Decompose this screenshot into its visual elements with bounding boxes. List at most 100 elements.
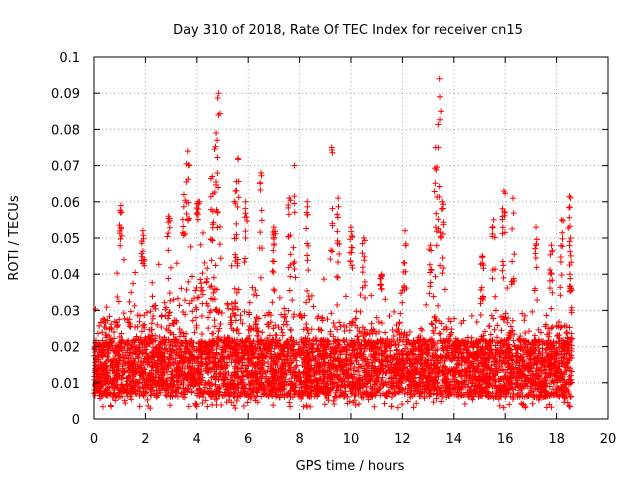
data-point [236, 358, 243, 365]
data-point [259, 329, 266, 336]
data-point [254, 389, 261, 396]
data-point [239, 320, 246, 327]
data-point [488, 312, 495, 319]
data-point [168, 264, 175, 271]
data-point [394, 366, 401, 373]
data-point [467, 387, 474, 394]
data-point [367, 345, 374, 352]
data-point [550, 342, 557, 349]
data-point [225, 353, 232, 360]
data-point [241, 308, 248, 315]
data-point [373, 314, 380, 321]
data-point [401, 329, 408, 336]
data-point [428, 391, 435, 398]
data-point [394, 336, 401, 343]
data-point [137, 366, 144, 373]
data-point [116, 354, 123, 361]
data-point [215, 389, 222, 396]
data-point [106, 389, 113, 396]
data-point [400, 334, 407, 341]
data-point [149, 279, 156, 286]
data-point [315, 347, 322, 354]
data-point [219, 393, 226, 400]
data-point [459, 354, 466, 361]
data-point [162, 382, 169, 389]
data-point [348, 359, 355, 366]
data-point [568, 304, 575, 311]
data-point [363, 340, 370, 347]
data-point [180, 375, 187, 382]
data-point [207, 390, 214, 397]
data-point [232, 312, 239, 319]
data-point [449, 356, 456, 363]
data-point [514, 346, 521, 353]
data-point [519, 377, 526, 384]
data-point [290, 385, 297, 392]
data-point [174, 295, 181, 302]
data-point [183, 286, 190, 293]
data-point [140, 393, 147, 400]
data-point [166, 322, 173, 329]
data-point [413, 381, 420, 388]
data-point [305, 330, 312, 337]
data-point [489, 390, 496, 397]
data-point [431, 314, 438, 321]
data-point [162, 346, 169, 353]
data-point [192, 314, 199, 321]
data-point [378, 378, 385, 385]
data-point [231, 345, 238, 352]
data-point [208, 330, 215, 337]
data-point [254, 354, 261, 361]
data-point [387, 347, 394, 354]
data-point [277, 344, 284, 351]
data-point [165, 312, 172, 319]
data-point [167, 297, 174, 304]
data-point [529, 308, 536, 315]
data-point [430, 361, 437, 368]
data-point [399, 299, 406, 306]
data-point [549, 324, 556, 331]
data-point [267, 312, 274, 319]
data-point [270, 286, 277, 293]
data-point [423, 301, 430, 308]
data-point [230, 339, 237, 346]
data-point [568, 376, 575, 383]
data-point [401, 361, 408, 368]
data-point [558, 344, 565, 351]
data-point [448, 329, 455, 336]
data-point [121, 315, 128, 322]
data-point [176, 367, 183, 374]
data-point [318, 337, 325, 344]
data-point [276, 393, 283, 400]
data-point [159, 357, 166, 364]
data-point [445, 315, 452, 322]
data-point [257, 373, 264, 380]
data-point [368, 327, 375, 334]
data-point [97, 359, 104, 366]
data-point [539, 359, 546, 366]
data-point [116, 316, 123, 323]
data-point [473, 318, 480, 325]
data-point [324, 352, 331, 359]
data-point [308, 326, 315, 333]
data-point [361, 345, 368, 352]
data-point [276, 353, 283, 360]
data-point [114, 323, 121, 330]
data-point [494, 334, 501, 341]
data-point [425, 389, 432, 396]
data-point [106, 313, 113, 320]
data-point [201, 388, 208, 395]
data-point [532, 337, 539, 344]
data-point [507, 323, 514, 330]
data-point [563, 330, 570, 337]
data-point [120, 310, 127, 317]
data-point [321, 391, 328, 398]
data-point [464, 334, 471, 341]
data-point [394, 328, 401, 335]
chart-title: Day 310 of 2018, Rate Of TEC Index for r… [173, 23, 523, 38]
data-point [484, 371, 491, 378]
data-point [491, 382, 498, 389]
data-point [535, 354, 542, 361]
data-point [204, 275, 211, 282]
data-point [130, 280, 137, 287]
